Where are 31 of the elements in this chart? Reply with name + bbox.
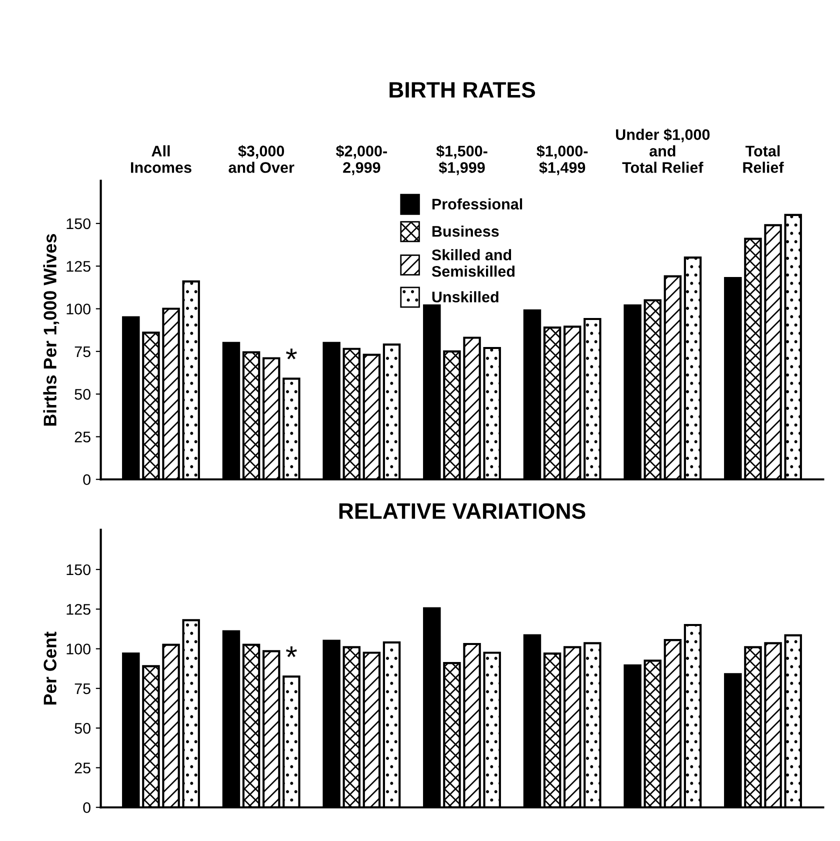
- x-tick-label: $1,500- $1,999: [436, 144, 488, 176]
- x-tick-label: $2,000- 2,999: [336, 144, 387, 176]
- chart-title: BIRTH RATES: [390, 82, 536, 98]
- y-tick-label: 50: [74, 722, 90, 734]
- y-tick-label: 75: [74, 683, 90, 694]
- y-tick-label: 125: [66, 260, 90, 272]
- y-tick-label: 125: [66, 604, 90, 615]
- y-tick-label: 50: [74, 388, 90, 400]
- x-tick-label: $1,000- $1,499: [536, 144, 588, 176]
- y-tick-label: 100: [66, 304, 90, 314]
- y-axis-title: Per Cent: [44, 632, 56, 705]
- legend-label: Professional: [432, 198, 522, 210]
- y-tick-label: 25: [74, 432, 90, 442]
- y-axis-title: Births Per 1,000 Wives: [43, 234, 60, 426]
- legend-label: Business: [432, 226, 499, 237]
- legend-label: Skilled and Semiskilled: [432, 249, 514, 277]
- x-tick-label: All Incomes: [131, 145, 192, 173]
- y-tick-label: 25: [74, 762, 90, 774]
- y-tick-label: 150: [66, 218, 90, 230]
- x-tick-label: Total Relief: [743, 145, 784, 173]
- legend-label: Unskilled: [432, 291, 498, 302]
- x-tick-label: $3,000 and Over: [228, 144, 294, 173]
- annotation: *: [286, 348, 297, 360]
- y-tick-label: 75: [74, 346, 90, 358]
- y-tick-label: 150: [66, 564, 90, 576]
- x-tick-label: Under $1,000 and Total Relief: [616, 128, 710, 173]
- y-tick-label: 0: [83, 474, 90, 486]
- y-tick-label: 0: [83, 802, 90, 814]
- annotation: *: [286, 646, 297, 658]
- chart-title: RELATIVE VARIATIONS: [339, 503, 586, 519]
- y-tick-label: 100: [66, 644, 90, 654]
